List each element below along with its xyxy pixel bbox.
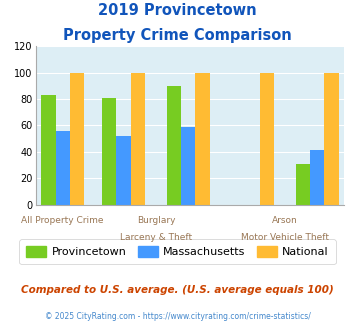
Bar bbox=[296, 164, 310, 205]
Bar bbox=[166, 86, 181, 205]
Text: Compared to U.S. average. (U.S. average equals 100): Compared to U.S. average. (U.S. average … bbox=[21, 285, 334, 295]
Bar bbox=[310, 150, 324, 205]
Text: Arson: Arson bbox=[272, 216, 298, 225]
Text: Burglary: Burglary bbox=[137, 216, 175, 225]
Text: Larceny & Theft: Larceny & Theft bbox=[120, 233, 192, 242]
Legend: Provincetown, Massachusetts, National: Provincetown, Massachusetts, National bbox=[20, 239, 335, 264]
Bar bbox=[260, 73, 274, 205]
Bar bbox=[41, 95, 56, 205]
Text: Property Crime Comparison: Property Crime Comparison bbox=[63, 28, 292, 43]
Bar bbox=[116, 136, 131, 205]
Text: All Property Crime: All Property Crime bbox=[22, 216, 104, 225]
Text: © 2025 CityRating.com - https://www.cityrating.com/crime-statistics/: © 2025 CityRating.com - https://www.city… bbox=[45, 312, 310, 321]
Bar bbox=[102, 98, 116, 205]
Bar bbox=[56, 131, 70, 205]
Text: Motor Vehicle Theft: Motor Vehicle Theft bbox=[241, 233, 329, 242]
Bar bbox=[131, 73, 145, 205]
Bar bbox=[70, 73, 84, 205]
Bar bbox=[324, 73, 339, 205]
Bar bbox=[181, 127, 195, 205]
Text: 2019 Provincetown: 2019 Provincetown bbox=[98, 3, 257, 18]
Bar bbox=[195, 73, 210, 205]
